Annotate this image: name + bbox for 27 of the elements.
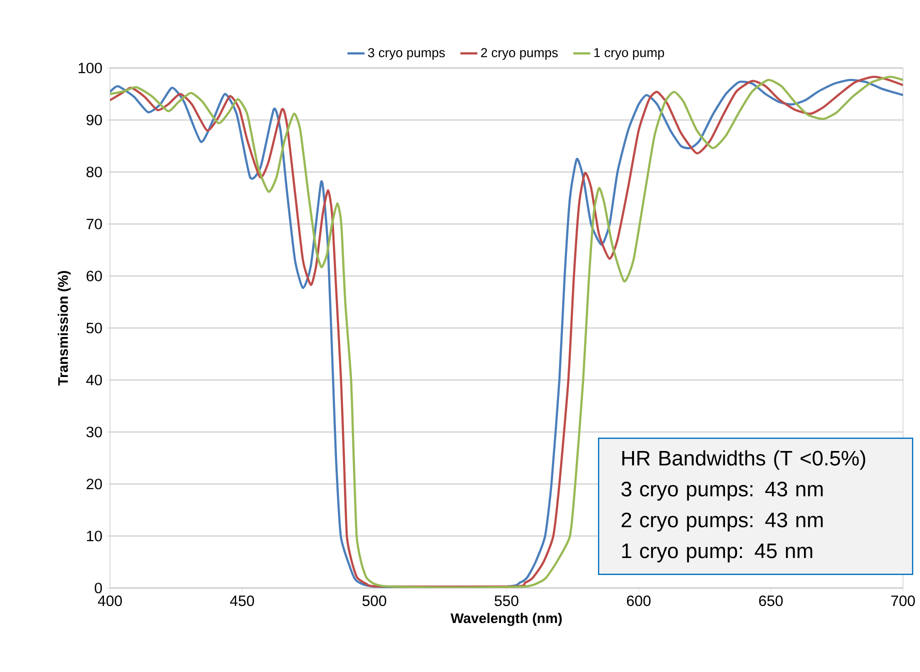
y-tick-label: 90 <box>86 114 102 126</box>
y-tick-label: 0 <box>94 582 102 594</box>
y-tick-label: 30 <box>86 426 102 438</box>
annotation: 3 cryo pumps: 43 nm <box>621 482 823 501</box>
legend-label: 3 cryo pumps <box>368 48 445 60</box>
x-tick-label: 550 <box>494 596 518 606</box>
y-tick-label: 10 <box>87 530 102 542</box>
y-tick-label: 40 <box>86 374 102 386</box>
x-tick-label: 400 <box>98 596 122 606</box>
legend-label: 1 cryo pump <box>594 48 664 60</box>
legend-label: 2 cryo pumps <box>481 48 558 60</box>
y-tick-label: 50 <box>86 322 102 334</box>
annotation: 2 cryo pumps: 43 nm <box>622 512 823 532</box>
x-tick-label: 650 <box>759 596 783 606</box>
y-tick-label: 100 <box>78 62 102 74</box>
y-tick-label: 80 <box>86 166 102 178</box>
x-tick-label: 500 <box>362 596 386 606</box>
y-tick-label: 60 <box>86 270 102 282</box>
x-axis-title: Wavelength (nm) <box>450 612 562 626</box>
annotation: HR Bandwidths (T <0.5%) <box>622 450 866 470</box>
y-tick-label: 70 <box>86 218 102 230</box>
x-tick-label: 600 <box>626 596 651 606</box>
y-tick-label: 20 <box>86 478 102 490</box>
annotation: 1 cryo pump: 45 nm <box>622 544 812 562</box>
x-tick-label: 450 <box>230 596 254 606</box>
x-tick-label: 700 <box>891 596 915 606</box>
y-axis-title: Transmission (%) <box>58 270 71 386</box>
